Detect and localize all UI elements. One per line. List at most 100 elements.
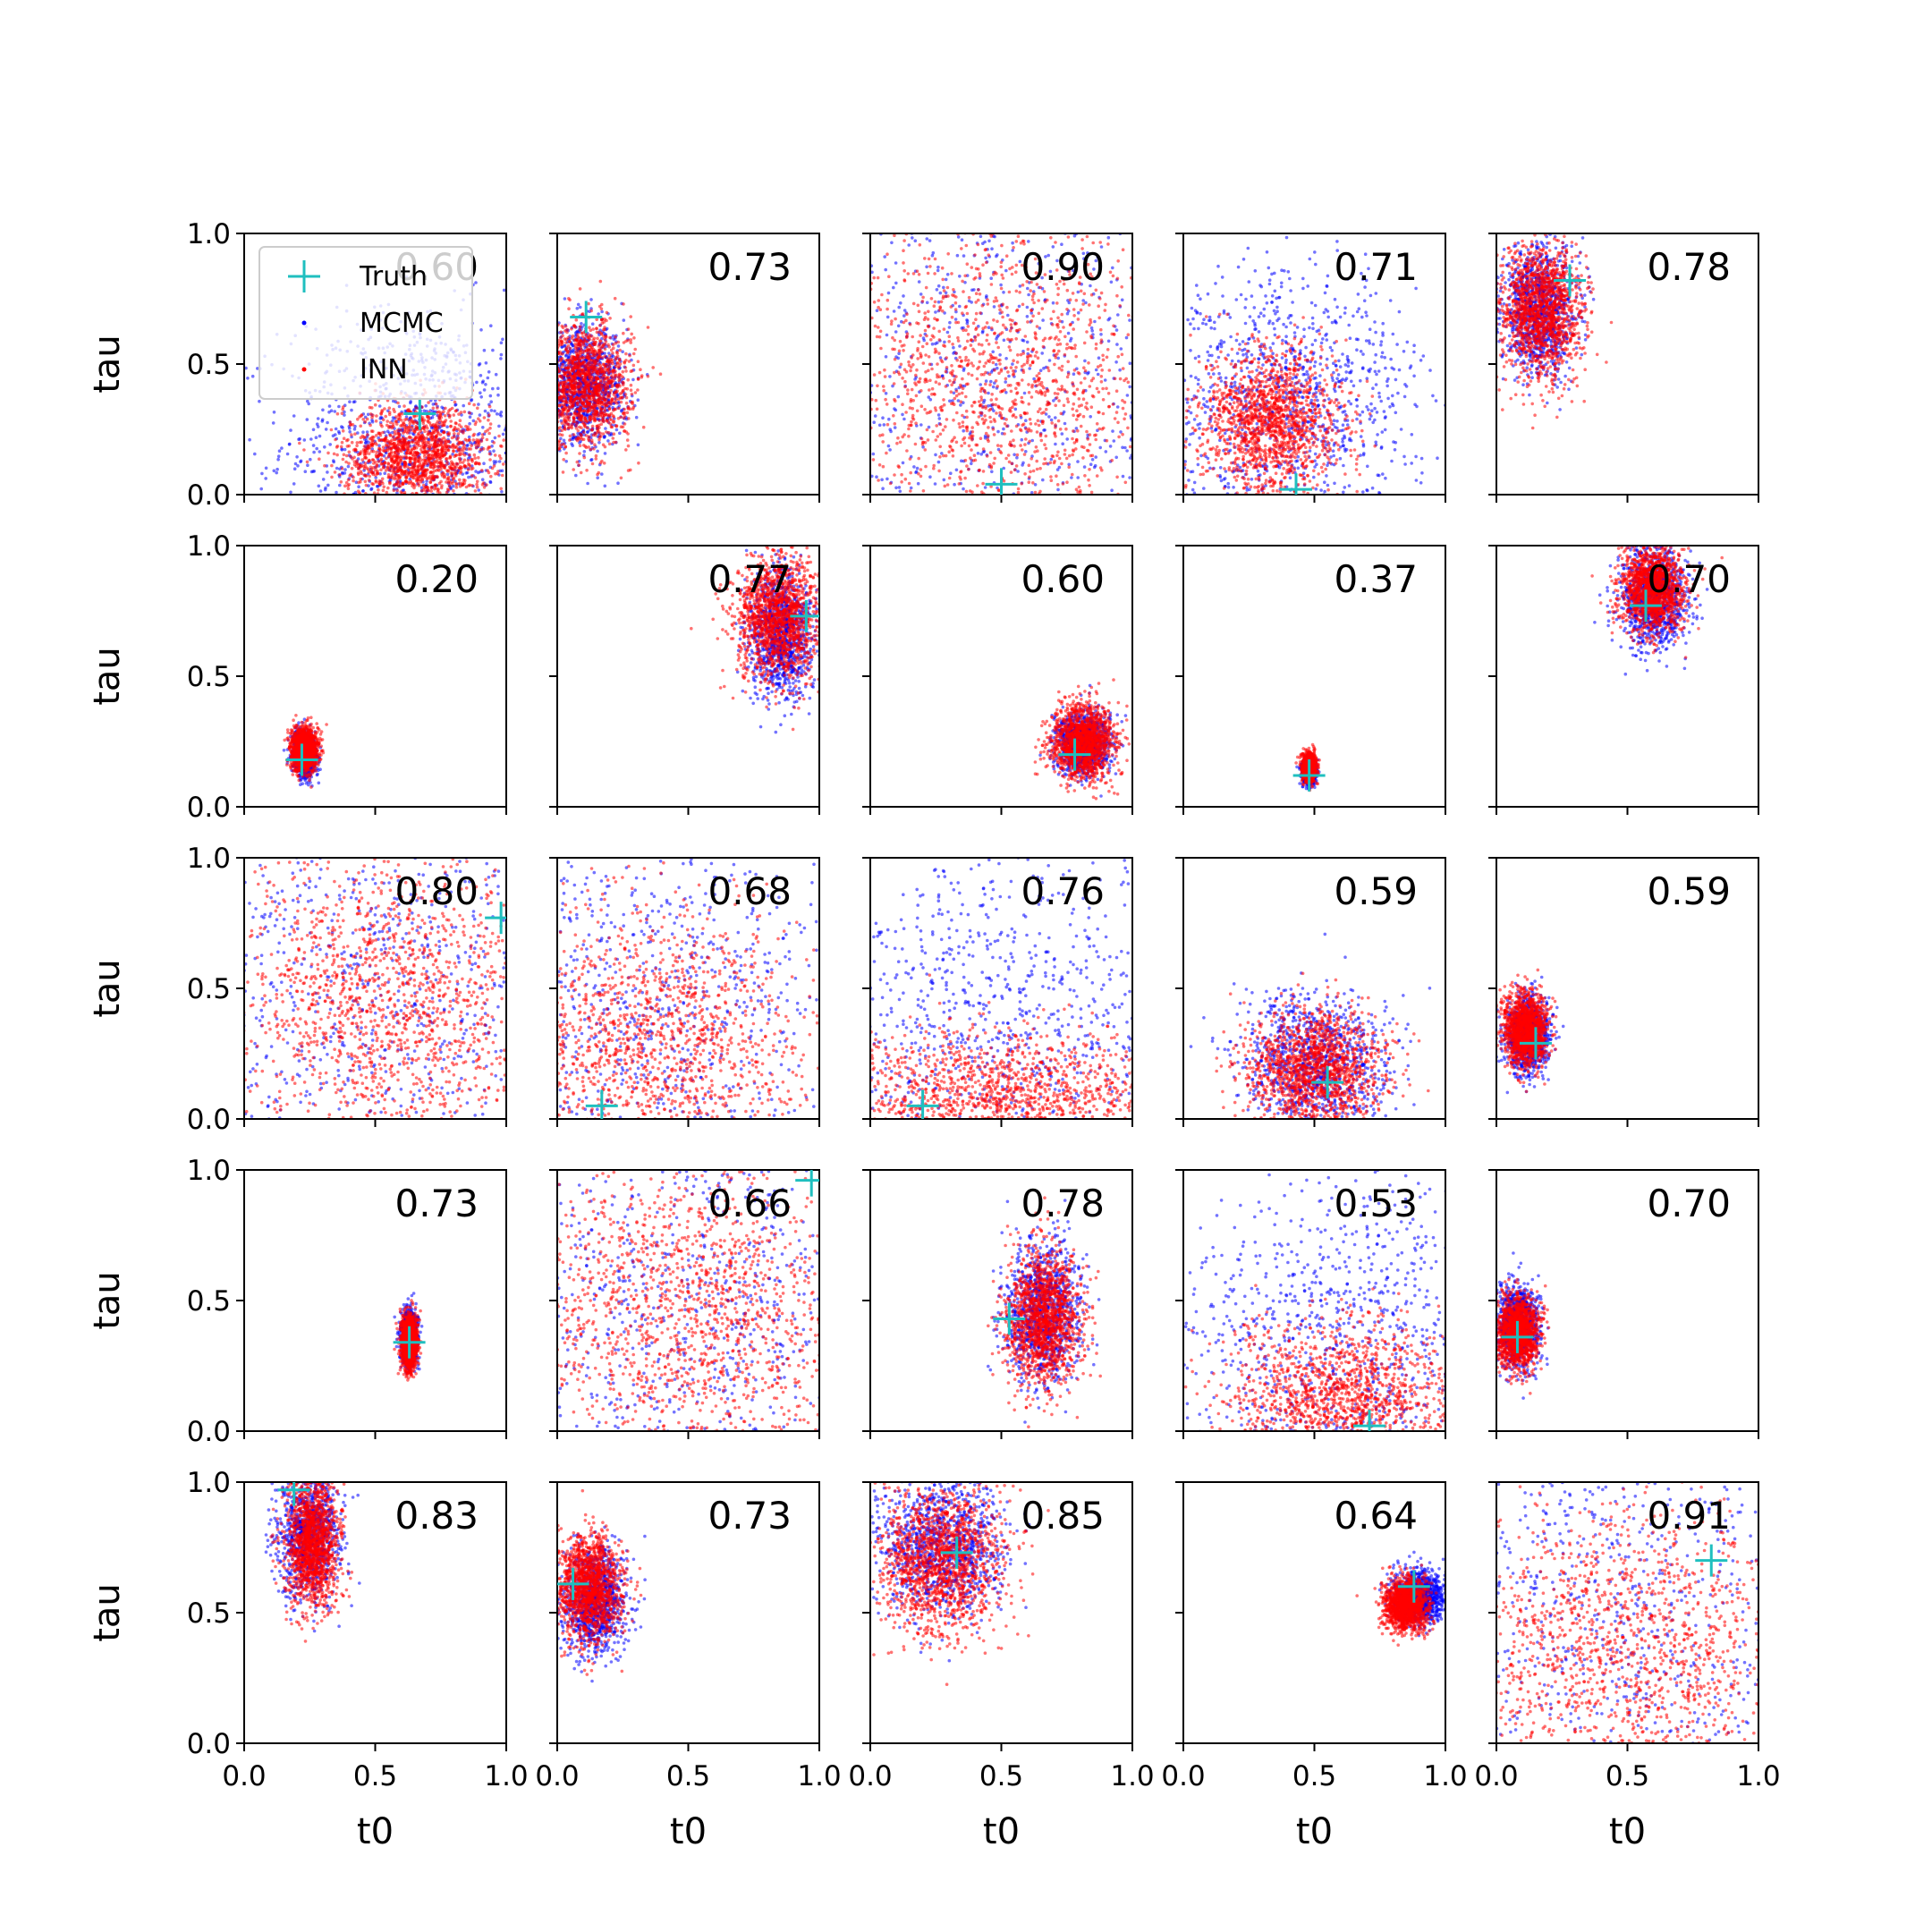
inn-point-cloud-point: [581, 360, 585, 364]
mcmc-point-cloud-point: [489, 400, 493, 404]
inn-point-cloud-point: [333, 470, 337, 474]
inn-point-cloud-point: [612, 368, 616, 372]
mcmc-point-cloud-point: [1047, 359, 1052, 362]
inn-point-cloud-point: [403, 479, 408, 484]
inn-point-cloud-point: [576, 358, 580, 361]
mcmc-point-cloud-point: [936, 268, 940, 273]
mcmc-point-cloud-point: [1074, 427, 1079, 430]
inn-point-cloud-point: [346, 478, 351, 482]
inn-point-cloud-point: [592, 447, 596, 451]
inn-point-cloud-point: [387, 411, 392, 414]
mcmc-point-cloud-point: [464, 471, 469, 475]
inn-point-cloud-point: [562, 458, 565, 462]
inn-point-cloud-point: [349, 454, 352, 458]
mcmc-point-cloud-point: [899, 301, 902, 305]
inn-point-cloud-point: [629, 315, 632, 318]
inn-point-cloud-point: [362, 445, 367, 448]
inn-point-cloud-point: [395, 488, 400, 493]
mcmc-point-cloud-point: [987, 404, 990, 408]
inn-point-cloud-point: [433, 442, 437, 445]
mcmc-point-cloud-point: [1124, 335, 1129, 340]
mcmc-point-cloud-point: [275, 470, 279, 475]
inn-point-cloud-point: [323, 463, 326, 468]
mcmc-point-cloud-point: [341, 426, 344, 429]
inn-point-cloud-point: [565, 327, 570, 332]
inn-point-cloud-point: [398, 460, 402, 464]
inn-point-cloud-point: [568, 298, 572, 302]
inn-point-cloud-point: [579, 381, 582, 386]
inn-point-cloud-point: [614, 398, 618, 402]
mcmc-point-cloud-point: [466, 443, 470, 447]
mcmc-point-cloud-point: [501, 337, 504, 342]
inn-point-cloud-point: [429, 438, 434, 442]
inn-point-cloud-point: [568, 374, 572, 378]
inn-point-cloud-point: [481, 447, 486, 451]
inn-point-cloud-point: [384, 414, 388, 419]
inn-point-cloud-point: [499, 487, 503, 491]
inn-point-cloud-point: [346, 437, 350, 442]
inn-point-cloud-point: [344, 480, 349, 485]
inn-point-cloud-point: [558, 369, 562, 372]
inn-point-cloud-point: [383, 407, 386, 411]
inn-point-cloud-point: [427, 401, 430, 404]
inn-point-cloud-point: [434, 435, 438, 438]
inn-point-cloud-point: [612, 419, 616, 423]
inn-point-cloud-point: [397, 413, 401, 418]
inn-point-cloud-point: [599, 307, 604, 311]
mcmc-point-cloud-point: [478, 413, 482, 417]
mcmc-point-cloud-point: [475, 380, 479, 385]
mcmc-point-cloud-point: [1097, 356, 1101, 360]
inn-point-cloud-point: [616, 375, 621, 379]
inn-point-cloud-point: [443, 440, 446, 444]
mcmc-point-cloud-point: [312, 450, 316, 454]
inn-point-cloud-point: [386, 438, 390, 443]
inn-point-cloud-point: [598, 339, 602, 343]
mcmc-point-cloud-point: [919, 292, 923, 296]
inn-point-cloud-point: [566, 335, 571, 340]
inn-point-cloud-point: [570, 395, 573, 400]
inn-point-cloud-point: [567, 307, 571, 311]
mcmc-point-cloud-point: [292, 467, 297, 470]
inn-point-cloud-point: [587, 360, 590, 365]
mcmc-point-cloud-point: [990, 247, 994, 251]
mcmc-point-cloud-point: [488, 480, 493, 485]
inn-point-cloud-point: [363, 464, 368, 468]
inn-point-cloud-point: [582, 394, 586, 399]
inn-point-cloud-point: [564, 419, 568, 424]
mcmc-point-cloud-point: [334, 427, 338, 431]
inn-point-cloud-point: [604, 384, 607, 388]
mcmc-point-cloud-point: [364, 441, 368, 445]
inn-point-cloud-point: [587, 376, 591, 379]
mcmc-point-cloud-point: [631, 377, 635, 382]
inn-point-cloud-point: [563, 416, 567, 420]
inn-point-cloud-point: [362, 467, 367, 470]
mcmc-point-cloud-point: [1066, 331, 1071, 335]
inn-point-cloud-point: [578, 444, 582, 448]
mcmc-point-cloud-point: [1038, 326, 1042, 330]
inn-point-cloud-point: [616, 366, 621, 369]
inn-point-cloud-point: [601, 384, 605, 387]
inn-point-cloud-point: [651, 366, 655, 369]
inn-point-cloud-point: [334, 437, 337, 442]
inn-point-cloud-point: [445, 469, 449, 472]
inn-point-cloud-point: [599, 368, 604, 371]
inn-point-cloud-point: [431, 466, 436, 470]
inn-point-cloud-point: [612, 393, 616, 396]
inn-point-cloud-point: [564, 371, 569, 375]
mcmc-point-cloud-point: [562, 360, 565, 363]
inn-point-cloud-point: [402, 420, 406, 425]
inn-point-cloud-point: [592, 394, 596, 398]
mcmc-point-cloud-point: [1025, 305, 1030, 309]
inn-point-cloud-point: [352, 462, 357, 467]
inn-point-cloud-point: [603, 327, 606, 332]
inn-point-cloud-point: [391, 435, 395, 439]
inn-point-cloud-point: [414, 470, 419, 474]
mcmc-point-cloud-point: [896, 324, 901, 328]
inn-point-cloud-point: [473, 422, 478, 427]
inn-point-cloud-point: [350, 466, 354, 470]
inn-point-cloud-point: [453, 432, 456, 436]
inn-point-cloud-point: [402, 429, 407, 434]
inn-point-cloud-point: [363, 456, 367, 460]
inn-point-cloud-point: [602, 413, 606, 418]
inn-point-cloud-point: [608, 365, 612, 369]
